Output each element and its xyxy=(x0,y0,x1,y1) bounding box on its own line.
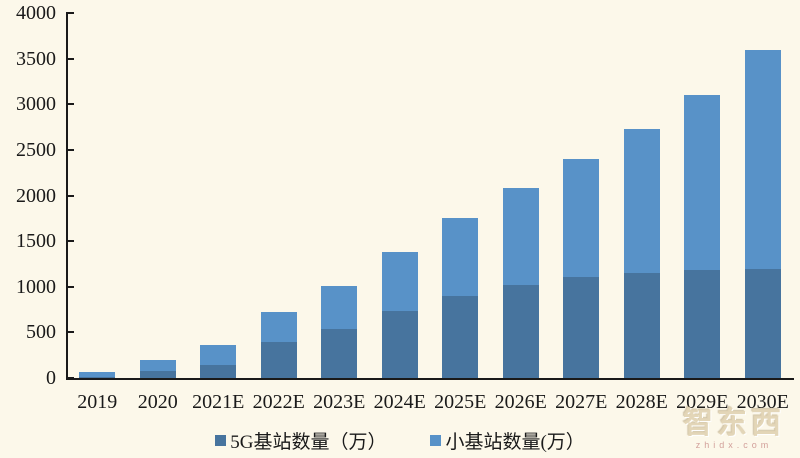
y-tick-label: 3500 xyxy=(16,47,56,70)
bar-segment-small-cell-2030E xyxy=(744,49,781,269)
x-tick-label-2023E: 2023E xyxy=(313,391,366,413)
bar-segment-small-cell-2024E xyxy=(381,252,418,312)
bar-segment-small-cell-2029E xyxy=(684,95,721,271)
y-tick-mark xyxy=(68,377,74,379)
bar-segment-5g-2021E xyxy=(200,365,237,378)
bar-segment-5g-2029E xyxy=(684,270,721,378)
x-tick-label-2021E: 2021E xyxy=(192,391,245,413)
y-tick-label: 2000 xyxy=(16,184,56,207)
y-tick-mark xyxy=(68,285,74,288)
bar-segment-5g-2020 xyxy=(139,371,176,378)
y-axis-line xyxy=(66,12,68,380)
legend-swatch-icon xyxy=(430,435,442,446)
x-tick-label-2030E: 2030E xyxy=(736,391,789,413)
y-tick-label: 2500 xyxy=(16,138,56,161)
bar-segment-small-cell-2026E xyxy=(502,188,539,285)
bar-segment-5g-2022E xyxy=(260,342,297,378)
y-tick-label: 1000 xyxy=(16,275,56,298)
x-axis-line xyxy=(66,378,794,380)
bar-segment-small-cell-2025E xyxy=(442,218,479,296)
bar-segment-5g-2028E xyxy=(623,273,660,378)
y-tick-mark xyxy=(68,148,74,151)
y-tick-label: 3000 xyxy=(16,93,56,116)
y-tick-label: 500 xyxy=(26,321,56,344)
bar-segment-5g-2026E xyxy=(502,284,539,378)
x-tick-label-2028E: 2028E xyxy=(615,391,668,413)
bar-segment-5g-2025E xyxy=(442,295,479,378)
legend: 5G基站数量（万） 小基站数量(万） xyxy=(0,427,800,454)
x-tick-label-2019: 2019 xyxy=(77,391,118,413)
bar-segment-small-cell-2021E xyxy=(200,345,237,366)
x-tick-label-2020: 2020 xyxy=(137,391,178,413)
legend-label: 小基站数量(万） xyxy=(445,432,585,453)
legend-item: 小基站数量(万） xyxy=(430,427,585,454)
legend-label: 5G基站数量（万） xyxy=(230,432,387,453)
x-tick-label-2026E: 2026E xyxy=(494,391,547,413)
bar-segment-5g-2019 xyxy=(79,376,116,378)
bar-segment-5g-2030E xyxy=(744,268,781,378)
bar-segment-small-cell-2022E xyxy=(260,312,297,343)
bar-segment-small-cell-2019 xyxy=(79,371,116,377)
x-tick-label-2029E: 2029E xyxy=(676,391,729,413)
x-tick-label-2022E: 2022E xyxy=(252,391,305,413)
x-tick-label-2027E: 2027E xyxy=(555,391,608,413)
bar-segment-small-cell-2020 xyxy=(139,359,176,372)
bar-segment-small-cell-2028E xyxy=(623,128,660,274)
x-tick-label-2025E: 2025E xyxy=(434,391,487,413)
y-tick-label: 1500 xyxy=(16,230,56,253)
bar-segment-5g-2024E xyxy=(381,311,418,378)
y-tick-mark xyxy=(68,240,74,243)
legend-item: 5G基站数量（万） xyxy=(215,427,386,454)
bar-segment-small-cell-2027E xyxy=(563,159,600,277)
bar-segment-small-cell-2023E xyxy=(321,285,358,329)
x-tick-label-2024E: 2024E xyxy=(373,391,426,413)
y-tick-mark xyxy=(68,103,74,106)
y-tick-mark xyxy=(68,194,74,197)
y-tick-mark xyxy=(68,57,74,60)
bar-segment-5g-2023E xyxy=(321,328,358,378)
y-tick-mark xyxy=(68,331,74,334)
y-tick-label: 4000 xyxy=(16,2,56,24)
y-tick-mark xyxy=(68,12,74,14)
y-tick-label: 0 xyxy=(46,367,56,389)
legend-swatch-icon xyxy=(215,435,227,446)
bar-segment-5g-2027E xyxy=(563,276,600,378)
